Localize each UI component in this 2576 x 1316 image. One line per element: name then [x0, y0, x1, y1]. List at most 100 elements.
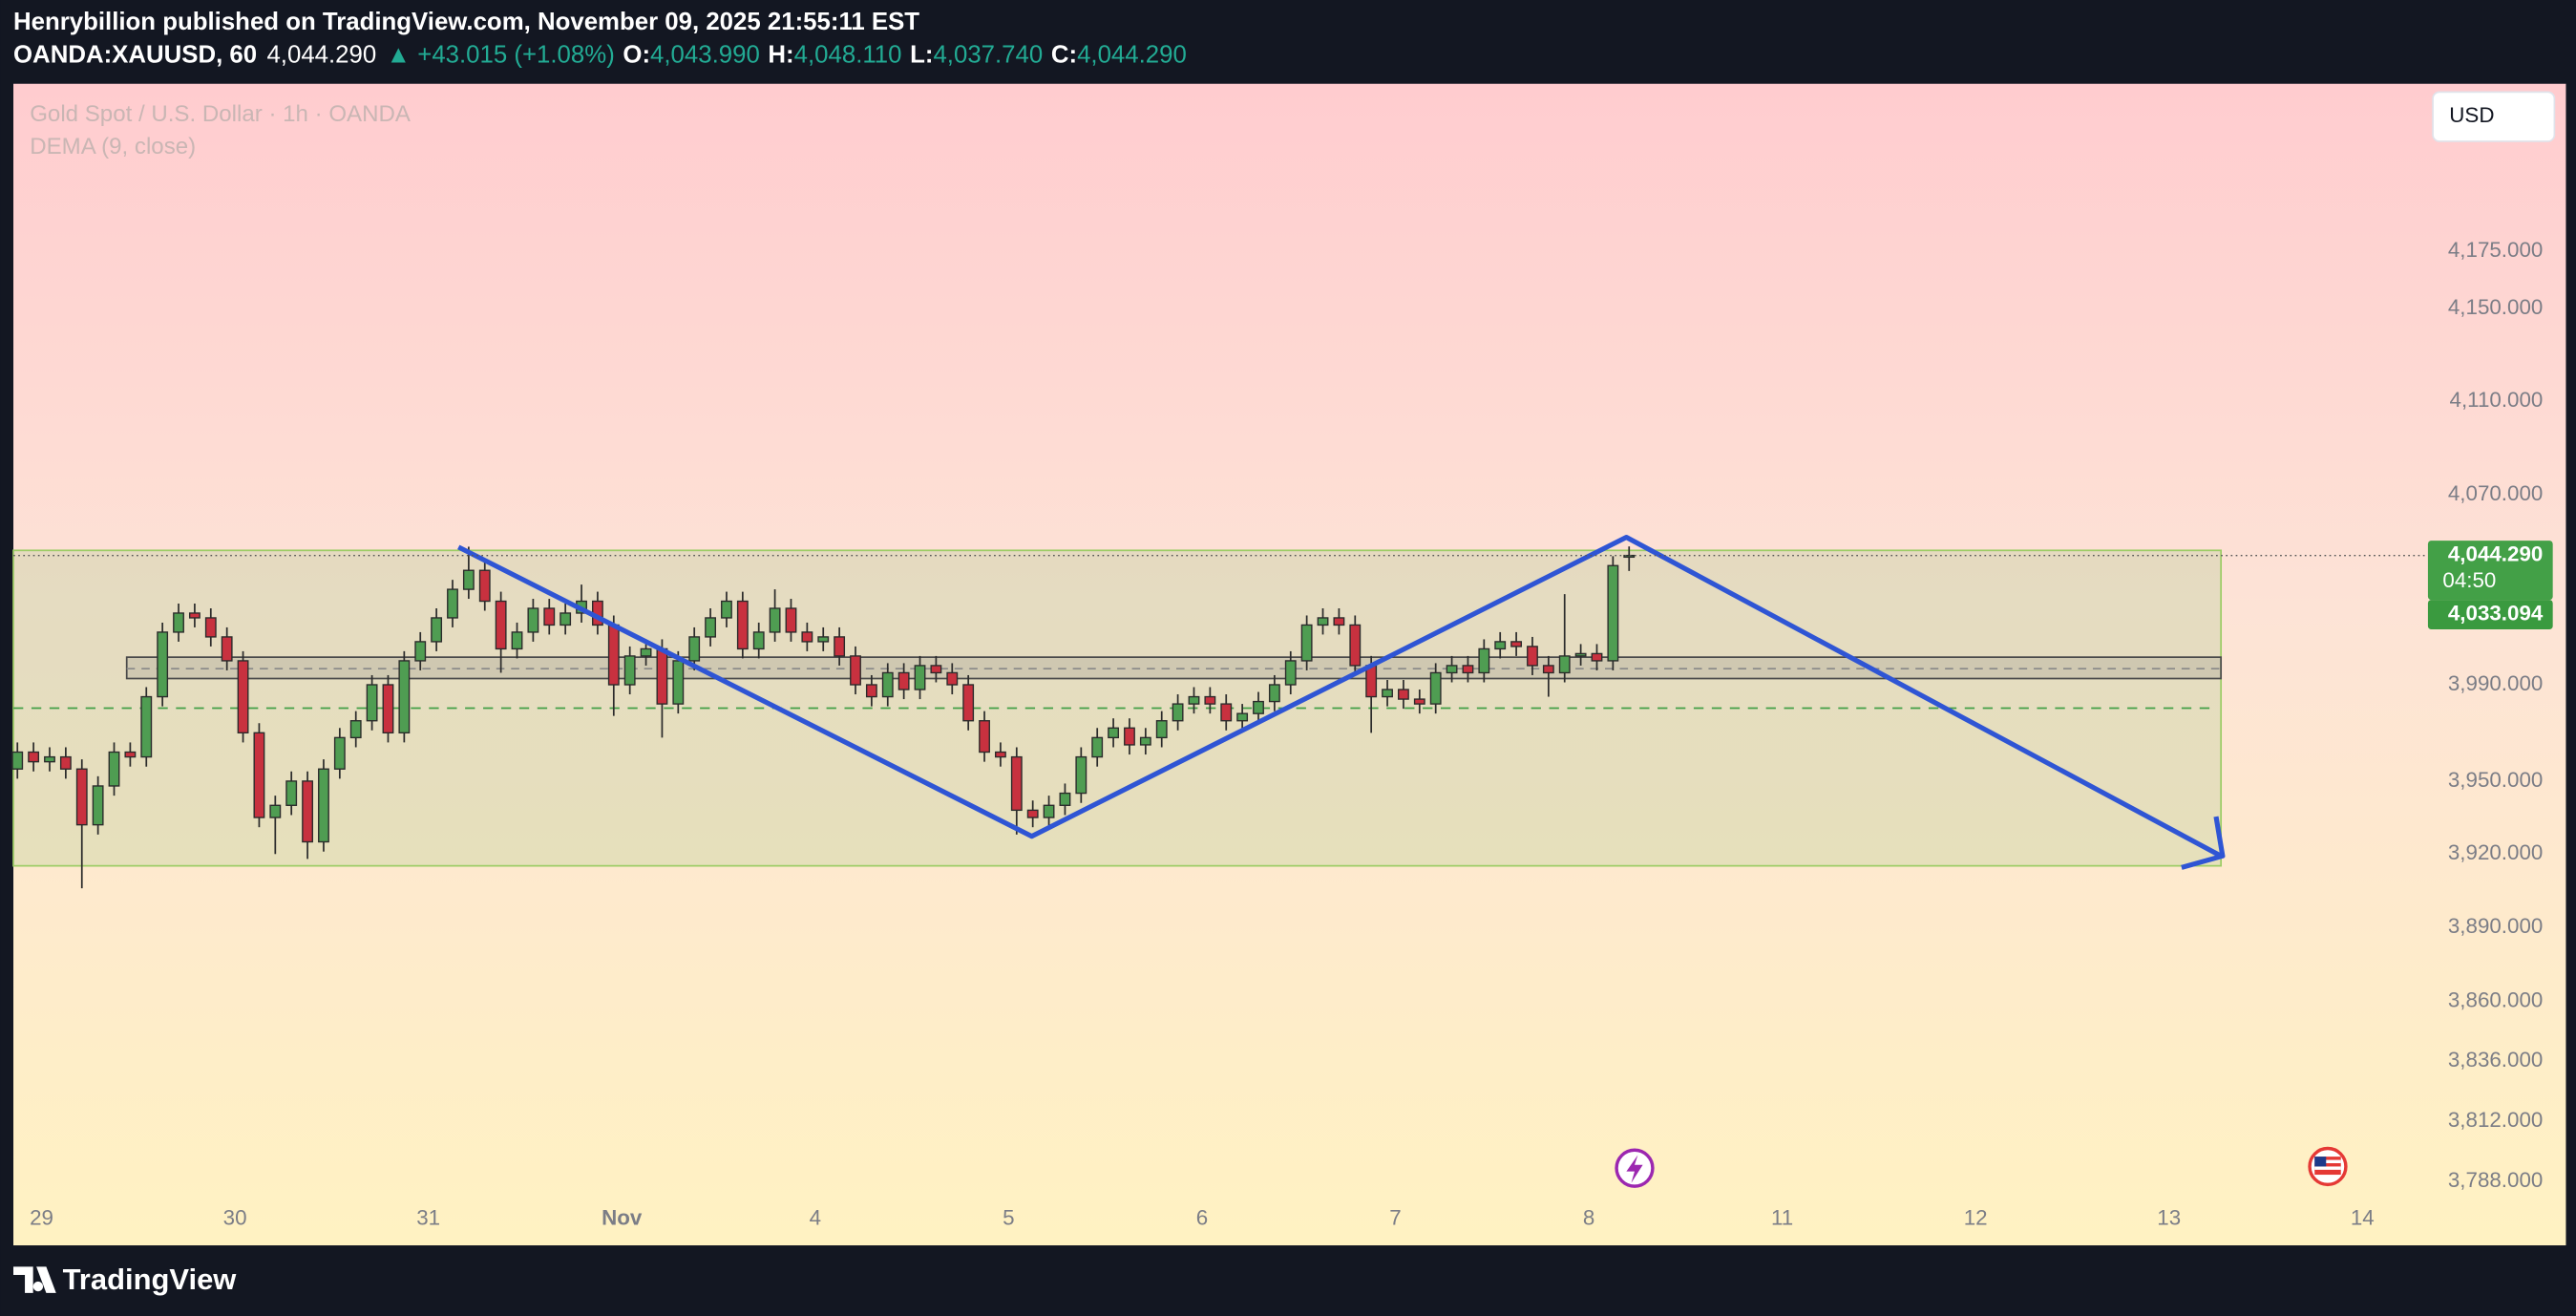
published: Henrybillion published on TradingView.co…	[13, 9, 919, 35]
candle-body	[527, 607, 539, 633]
x-tick-label: 30	[223, 1205, 247, 1229]
y-tick-label: 3,812.000	[2448, 1108, 2543, 1132]
chart-title: Gold Spot / U.S. Dollar · 1h · OANDA	[30, 101, 412, 127]
candle-body	[221, 636, 233, 662]
candle-body	[1398, 689, 1409, 700]
candle-body	[705, 617, 716, 638]
y-tick-label: 4,110.000	[2450, 388, 2544, 412]
countdown-label: 04:50	[2442, 568, 2496, 592]
candle-body	[1155, 720, 1168, 739]
x-tick-label: 4	[810, 1205, 821, 1229]
indicator-value-label: 4,033.094	[2448, 601, 2544, 625]
candle-body	[173, 612, 184, 633]
candle-body	[1510, 641, 1523, 647]
candle-body	[1365, 665, 1378, 698]
candle-body	[1317, 617, 1329, 626]
candle-body	[1253, 700, 1264, 714]
candle-body	[157, 631, 169, 698]
candle-body	[769, 607, 781, 633]
indicator-value-box	[2427, 600, 2553, 630]
candle-body	[285, 780, 298, 806]
candle-body	[979, 720, 990, 754]
y-tick-label: 3,950.000	[2448, 768, 2543, 792]
arrow-head	[2181, 816, 2226, 870]
candle-body	[478, 569, 491, 603]
candle-body	[253, 732, 265, 818]
y-tick-label: 3,836.000	[2448, 1048, 2543, 1072]
quote-line: OANDA:XAUUSD, 60 4,044.290 ▲ +43.015 (+1.0…	[13, 41, 1187, 68]
candle-body	[736, 600, 749, 650]
x-tick-label: 14	[2351, 1205, 2375, 1229]
candle-body	[656, 647, 668, 705]
candle-body	[850, 655, 861, 686]
candle-body	[560, 612, 572, 626]
candle-body	[366, 684, 378, 722]
brand-name: TradingView	[63, 1263, 238, 1296]
c-label: C:	[1051, 41, 1077, 68]
candle-body	[1478, 647, 1490, 674]
candle-body	[1382, 689, 1393, 698]
candle-body	[865, 684, 877, 698]
currency-button[interactable]	[2432, 91, 2556, 142]
o: 4,043.990	[650, 41, 760, 68]
candle-body	[1172, 703, 1184, 722]
candle-body	[92, 785, 104, 826]
candle-body	[75, 768, 88, 826]
candle-body	[1220, 703, 1233, 722]
candle-body	[302, 780, 313, 843]
candle-body	[398, 660, 411, 734]
candle-body	[1591, 652, 1603, 662]
y-tick-label: 4,070.000	[2448, 481, 2543, 505]
o-label: O:	[623, 41, 650, 68]
candle-body	[623, 655, 636, 686]
flag-stripe	[2314, 1159, 2341, 1164]
event-icons	[1615, 1146, 2348, 1188]
symbol: OANDA:XAUUSD, 60	[13, 41, 257, 68]
candles	[11, 546, 1636, 889]
candle-body	[44, 755, 55, 763]
candle-body	[1413, 698, 1425, 705]
flag-canton	[2314, 1157, 2327, 1167]
candle-body	[1349, 624, 1362, 667]
candle-body	[1462, 665, 1474, 674]
candle-body	[414, 641, 427, 662]
candle-body	[1574, 652, 1587, 657]
candle-body	[1075, 755, 1087, 795]
candle-body	[447, 588, 458, 619]
candle-body	[204, 617, 217, 638]
lightning	[1626, 1155, 1643, 1183]
l-label: L:	[910, 41, 933, 68]
x-tick-label: 13	[2157, 1205, 2181, 1229]
candle-body	[1429, 671, 1442, 705]
last: 4,044.290	[266, 41, 376, 68]
candle-body	[1010, 755, 1023, 812]
candle-body	[59, 755, 72, 770]
candle-body	[1188, 695, 1200, 705]
y-tick-label: 3,920.000	[2448, 840, 2543, 864]
candle-body	[1124, 727, 1135, 746]
y-tick-label: 4,175.000	[2448, 238, 2543, 262]
candle-body	[1204, 695, 1216, 705]
candle-body	[688, 636, 701, 662]
candle-body	[962, 684, 975, 722]
candle-body	[881, 671, 894, 698]
candle-body	[1558, 655, 1571, 674]
candle-body	[1026, 809, 1039, 818]
x-tick-label: 6	[1196, 1205, 1208, 1229]
x-tick-label: 5	[1003, 1205, 1014, 1229]
candle-body	[1300, 624, 1313, 662]
currency[interactable]: USD	[2449, 103, 2494, 127]
candle-body	[237, 660, 249, 734]
candle-body	[1542, 665, 1554, 674]
candle-body	[1108, 727, 1120, 739]
candle-body	[431, 617, 443, 643]
l: 4,037.740	[933, 41, 1043, 68]
candle-body	[817, 636, 830, 643]
candle-body	[1091, 736, 1104, 758]
candle-body	[1139, 736, 1151, 746]
candle-body	[1527, 646, 1538, 667]
indicator-name: DEMA (9, close)	[30, 134, 196, 159]
candle-body	[1059, 792, 1071, 806]
candle-body	[640, 647, 652, 657]
candle-body	[1446, 665, 1458, 674]
